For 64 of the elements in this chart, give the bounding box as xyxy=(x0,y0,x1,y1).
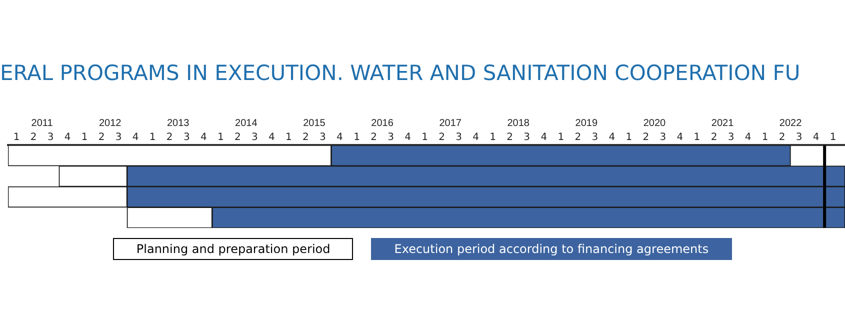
text: 4 xyxy=(132,132,139,143)
text: 1 xyxy=(286,132,292,143)
text: 1 xyxy=(830,132,836,143)
text: 1 xyxy=(422,132,428,143)
text: 4 xyxy=(812,132,820,143)
text: 1 xyxy=(626,132,632,143)
x-tick-label: 2017 xyxy=(439,118,462,129)
text: 1 xyxy=(558,132,564,143)
x-tick-label: 2011 xyxy=(31,118,54,129)
x-tick-label: 2021 xyxy=(711,118,734,129)
text: 4 xyxy=(608,132,616,143)
text: 3 xyxy=(592,132,598,143)
text: 3 xyxy=(456,132,462,143)
text: 2 xyxy=(166,132,173,143)
text: 4 xyxy=(200,132,207,143)
series-label: Execution period according to financing agreements xyxy=(371,238,732,260)
text: 1 xyxy=(13,132,20,143)
text: 3 xyxy=(183,132,190,143)
x-tick-label: 2022 xyxy=(779,118,802,129)
text: 1 xyxy=(694,132,700,143)
x-tick-label: 2012 xyxy=(98,118,122,129)
text: 2 xyxy=(778,132,786,143)
text: 3 xyxy=(728,132,734,143)
text: 1 xyxy=(81,132,88,143)
x-tick-label: 2015 xyxy=(303,118,326,129)
text: 3 xyxy=(251,132,258,143)
x-tick-label: 2020 xyxy=(643,118,666,129)
text: 4 xyxy=(676,132,684,143)
x-tick-label: 2018 xyxy=(507,118,530,129)
text: 2 xyxy=(302,132,309,143)
text: 4 xyxy=(268,132,275,143)
x-tick-label: 2019 xyxy=(575,118,598,129)
text: 1 xyxy=(354,132,360,143)
text: 3 xyxy=(660,132,666,143)
x-tick-label: 2016 xyxy=(371,118,394,129)
text: 2 xyxy=(98,132,105,143)
text: 2 xyxy=(710,132,718,143)
text: 2 xyxy=(234,132,241,143)
text: 2 xyxy=(506,132,514,143)
text: 1 xyxy=(217,132,224,143)
text: 2 xyxy=(438,132,445,143)
text: 4 xyxy=(540,132,548,143)
x-tick-label: 2013 xyxy=(166,118,190,129)
chart-title: ERAL PROGRAMS IN EXECUTION. WATER AND SANITATION COOPERATION FU xyxy=(0,61,800,86)
text: 1 xyxy=(490,132,496,143)
text: 4 xyxy=(336,132,343,143)
text: 3 xyxy=(796,132,802,143)
text: 2 xyxy=(642,132,650,143)
text: 4 xyxy=(64,132,71,143)
text: 4 xyxy=(404,132,411,143)
text: 4 xyxy=(744,132,752,143)
text: 3 xyxy=(524,132,530,143)
text: 3 xyxy=(115,132,122,143)
text: 2 xyxy=(370,132,377,143)
text: 4 xyxy=(472,132,480,143)
text: 2 xyxy=(574,132,582,143)
text: 2 xyxy=(30,132,37,143)
text: 1 xyxy=(762,132,768,143)
text: 3 xyxy=(388,132,394,143)
x-tick-label: 2014 xyxy=(235,118,258,129)
text: 3 xyxy=(47,132,54,143)
series-label: Planning and preparation period xyxy=(113,238,354,260)
text: 1 xyxy=(149,132,156,143)
text: 3 xyxy=(320,132,326,143)
